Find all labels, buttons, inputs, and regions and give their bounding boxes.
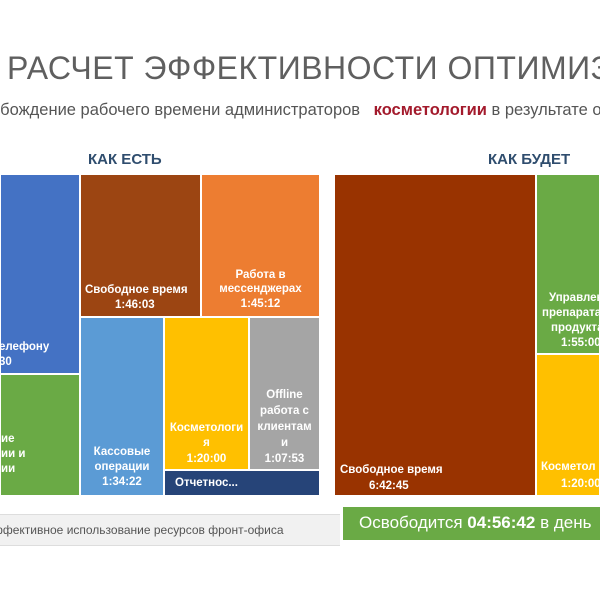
tile-reports[interactable]: Отчетнос... [164, 470, 320, 496]
tile-future-cosmetology-value: 1:20:00 [561, 478, 600, 490]
to-be-treemap: Свободное время 6:42:45 Управлен препара… [334, 174, 600, 496]
savings-suffix: в день [535, 513, 592, 532]
tile-cosmetology-label-1: Косметологи [169, 422, 244, 434]
tile-offline[interactable]: Offline работа с клиентам и 1:07:53 [249, 317, 320, 470]
tile-phone-label: елефону [0, 341, 50, 353]
tile-management-value: 1:55:00 [561, 337, 600, 349]
tile-offline-label-3: клиентам [257, 421, 312, 433]
tile-management[interactable]: Управлен препарата продукта 1:55:00 [536, 174, 600, 354]
tile-management-label-2: препарата [542, 307, 600, 319]
tile-free-time[interactable]: Свободное время 1:46:03 [80, 174, 201, 317]
page-title: РАСЧЕТ ЭФФЕКТИВНОСТИ ОПТИМИЗАЦ [7, 50, 600, 86]
tile-messengers-label-1: Работа в [235, 269, 286, 281]
savings-prefix: Освободится [359, 513, 468, 532]
tile-phone-value: 30 [0, 356, 12, 368]
tile-cosmetology[interactable]: Косметологи я 1:20:00 [164, 317, 249, 470]
tile-other[interactable]: ие ии и ии [0, 374, 80, 496]
tile-offline-label-4: и [280, 437, 289, 449]
tile-cosmetology-value: 1:20:00 [186, 453, 227, 465]
tile-phone[interactable]: елефону 30 [0, 174, 80, 374]
tile-free-time-value: 1:46:03 [115, 299, 155, 311]
tile-offline-label-1: Offline [266, 389, 303, 401]
tile-reports-label: Отчетнос... [175, 477, 238, 489]
subtitle-tail: в результате о [486, 101, 600, 119]
tile-future-cosmetology[interactable]: Косметол 1:20:00 [536, 354, 600, 496]
tile-future-free-time-value: 6:42:45 [369, 480, 409, 492]
as-is-header: КАК ЕСТЬ [88, 151, 162, 168]
tile-other-line3: ии [1, 463, 16, 475]
subtitle-accent: косметологии [373, 101, 487, 119]
tile-cash[interactable]: Кассовые операции 1:34:22 [80, 317, 164, 496]
to-be-header: КАК БУДЕТ [488, 151, 571, 168]
tile-cosmetology-label-2: я [203, 437, 210, 449]
tile-cash-value: 1:34:22 [102, 476, 142, 488]
tile-cash-label-2: операции [94, 461, 150, 473]
tile-future-free-time[interactable]: Свободное время 6:42:45 [334, 174, 536, 496]
tile-other-line2: ии и [1, 448, 26, 460]
tile-messengers[interactable]: Работа в мессенджерах 1:45:12 [201, 174, 320, 317]
tile-free-time-label: Свободное время [85, 284, 188, 296]
tile-future-free-time-label: Свободное время [340, 464, 443, 476]
tile-offline-label-2: работа с [260, 405, 309, 417]
tile-offline-value: 1:07:53 [264, 453, 305, 465]
page-subtitle: обождение рабочего времени администратор… [0, 101, 600, 120]
savings-value: 04:56:42 [467, 513, 536, 532]
tile-management-label-3: продукта [551, 322, 600, 334]
footnote: ффективное использование ресурсов фронт-… [0, 514, 340, 546]
subtitle-lead: обождение рабочего времени администратор… [0, 101, 365, 119]
tile-future-cosmetology-label: Косметол [541, 461, 596, 473]
tile-messengers-label-2: мессенджерах [219, 283, 302, 295]
savings-banner: Освободится 04:56:42 в день [343, 507, 600, 540]
tile-management-label-1: Управлен [549, 292, 600, 304]
tile-cash-label-1: Кассовые [93, 446, 151, 458]
tile-messengers-value: 1:45:12 [240, 298, 281, 310]
as-is-treemap: елефону 30 ие ии и ии Свободное время 1:… [0, 174, 320, 496]
tile-other-line1: ие [1, 433, 15, 445]
